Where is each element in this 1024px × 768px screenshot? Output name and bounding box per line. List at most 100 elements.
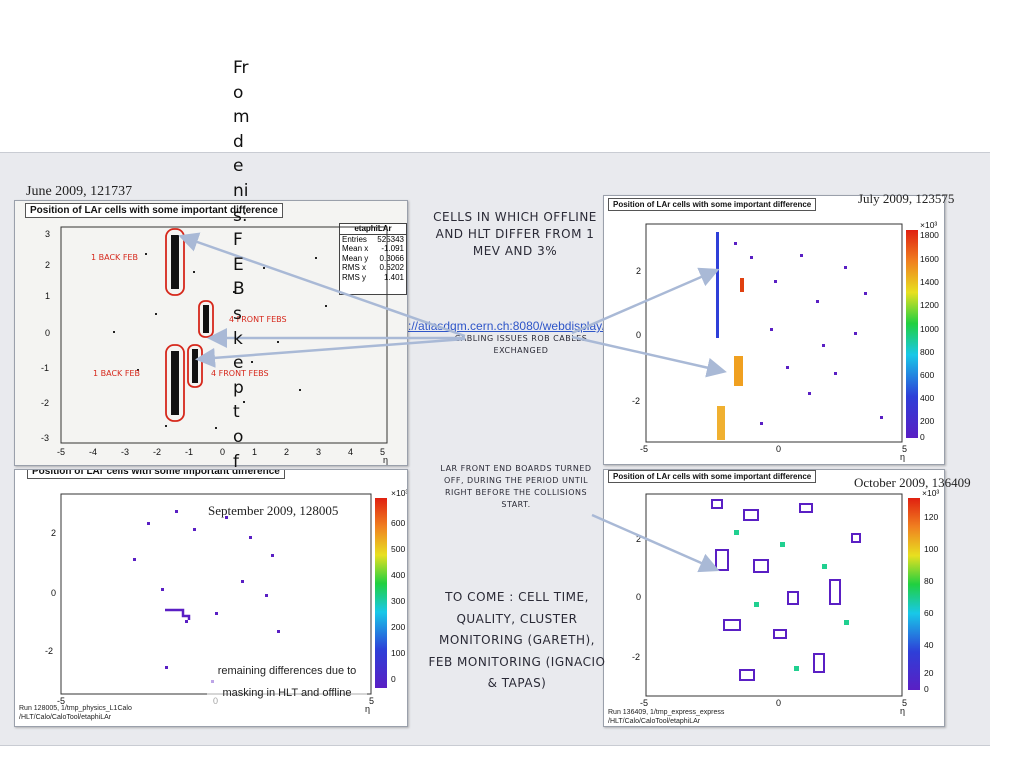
- note-cells-differ: CELLS IN WHICH OFFLINE AND HLT DIFFER FR…: [433, 210, 597, 258]
- highlight-ellipse: [165, 344, 185, 422]
- note-cabling: CABLING ISSUES ROB CABLES EXCHANGED: [454, 334, 588, 355]
- panel-october-2009: Position of LAr cells with some importan…: [603, 469, 945, 727]
- colorbar-tick: 1000: [920, 324, 939, 334]
- y-tick-label: -2: [41, 398, 49, 408]
- colorbar-tick: 200: [391, 622, 405, 632]
- hist-cell: [203, 305, 209, 333]
- y-tick-label: 0: [636, 592, 641, 602]
- hist-cluster: [165, 608, 191, 620]
- y-tick-label: 0: [636, 330, 641, 340]
- colorbar-tick: 80: [924, 576, 934, 586]
- colorbar-tick: 400: [920, 393, 934, 403]
- x-tick-label: 5: [380, 447, 385, 457]
- colorbar-tick: 0: [391, 674, 396, 684]
- y-tick-label: -2: [632, 652, 640, 662]
- x-tick-label: 0: [776, 698, 781, 708]
- x-axis-label: η: [900, 706, 905, 716]
- hist-cell: [716, 232, 719, 338]
- y-tick-label: -2: [632, 396, 640, 406]
- colorbar: [375, 498, 387, 688]
- date-label-september: September 2009, 128005: [208, 503, 339, 518]
- plot-june: 3 2 1 0 -1 -2 -3 -5 -4 -3 -2 -1 0 1 2 3 …: [41, 226, 388, 465]
- x-tick-label: 2: [284, 447, 289, 457]
- x-tick-label: -2: [153, 447, 161, 457]
- scatter-points: [734, 530, 849, 671]
- panel-title: Position of LAr cells with some importan…: [608, 198, 817, 211]
- hist-cell: [740, 278, 744, 292]
- x-tick-label: -1: [185, 447, 193, 457]
- scatter-points: [133, 510, 280, 683]
- y-tick-label: 0: [51, 588, 56, 598]
- x-tick-label: 5: [369, 696, 374, 706]
- y-ticks: 3 2 1 0 -1 -2 -3: [41, 229, 50, 443]
- x-tick-label: -4: [89, 447, 97, 457]
- stats-title: etaphiLAr: [340, 224, 406, 235]
- y-tick-label: 1: [45, 291, 50, 301]
- slide-screenshot: http://atlasdqm.cern.ch:8080/webdisplay/…: [0, 152, 990, 746]
- x-tick-label: 5: [902, 698, 907, 708]
- colorbar-tick: 800: [920, 347, 934, 357]
- colorbar-tick: 600: [920, 370, 934, 380]
- colorbar: [906, 230, 918, 438]
- panel-september-2009: Position of LAr cells with some importan…: [14, 469, 408, 727]
- colorbar-tick: 100: [391, 648, 405, 658]
- x-tick-label: 5: [902, 444, 907, 454]
- y-tick-label: 2: [636, 266, 641, 276]
- scale-exponent: ×10³: [922, 488, 939, 498]
- colorbar-tick: 200: [920, 416, 934, 426]
- x-tick-label: -5: [640, 444, 648, 454]
- colorbar-tick: 300: [391, 596, 405, 606]
- y-tick-label: 0: [45, 328, 50, 338]
- hist-cell: [192, 349, 198, 383]
- x-tick-label: 4: [348, 447, 353, 457]
- dqm-url-link[interactable]: http://atlasdqm.cern.ch:8080/webdisplay/…: [388, 319, 633, 333]
- x-ticks: -5 -4 -3 -2 -1 0 1 2 3 4 5 η: [57, 447, 388, 465]
- vertical-caption: From denis: FEBs kept of: [233, 58, 249, 472]
- x-tick-label: -5: [640, 698, 648, 708]
- panel-title: Position of LAr cells with some importan…: [27, 470, 285, 479]
- colorbar-tick: 500: [391, 544, 405, 554]
- panel-footer: Run 128005, 1/tmp_physics_L1Calo /HLT/Ca…: [19, 704, 132, 722]
- hist-cell: [171, 235, 179, 289]
- plot-july: 2 0 -2 -5 0 5 η: [632, 220, 939, 462]
- colorbar-tick: 60: [924, 608, 934, 618]
- colorbar-tick: 40: [924, 640, 934, 650]
- annotation-front-febs-2: 4 FRONT FEBS: [211, 369, 269, 378]
- colorbar-tick: 0: [924, 684, 929, 694]
- colorbar-tick: 1800: [920, 230, 939, 240]
- colorbar-tick: 1600: [920, 254, 939, 264]
- colorbar-tick: 0: [920, 432, 925, 442]
- panel-title: Position of LAr cells with some importan…: [25, 203, 283, 218]
- colorbar-tick: 1200: [920, 300, 939, 310]
- hist-cell: [734, 356, 743, 386]
- date-label-june: June 2009, 121737: [26, 184, 133, 199]
- x-tick-label: -5: [57, 696, 65, 706]
- colorbar-tick: 20: [924, 668, 934, 678]
- date-label-july: July 2009, 123575: [858, 191, 955, 206]
- x-tick-label: -3: [121, 447, 129, 457]
- x-axis-label: η: [383, 455, 388, 465]
- colorbar-tick: 400: [391, 570, 405, 580]
- scatter-points: [113, 253, 327, 429]
- panel-june-2009: Position of LAr cells with some importan…: [14, 200, 408, 466]
- footer-line: Run 128005, 1/tmp_physics_L1Calo: [19, 705, 132, 712]
- x-tick-label: 3: [316, 447, 321, 457]
- y-tick-label: 2: [51, 528, 56, 538]
- footer-line: Run 136409, 1/tmp_express_express: [608, 709, 725, 716]
- panel-title: Position of LAr cells with some importan…: [608, 470, 817, 483]
- colorbar-tick: 600: [391, 518, 405, 528]
- y-tick-label: -2: [45, 646, 53, 656]
- x-axis-label: η: [900, 452, 905, 462]
- annotation-back-feb-1: 1 BACK FEB: [91, 253, 138, 262]
- y-tick-label: -3: [41, 433, 49, 443]
- scatter-points: [734, 242, 883, 425]
- colorbar-tick: 1400: [920, 277, 939, 287]
- x-axis-label: η: [365, 704, 370, 714]
- y-tick-label: 2: [636, 534, 641, 544]
- annotation-back-feb-2: 1 BACK FEB: [93, 369, 140, 378]
- plot-september: 2 0 -2 -5 0 5 η: [45, 488, 407, 714]
- y-tick-label: 2: [45, 260, 50, 270]
- footer-line: /HLT/Calo/CaloTool/etaphiLAr: [19, 714, 112, 721]
- x-tick-label: 1: [252, 447, 257, 457]
- scale-exponent: ×10³: [391, 488, 407, 498]
